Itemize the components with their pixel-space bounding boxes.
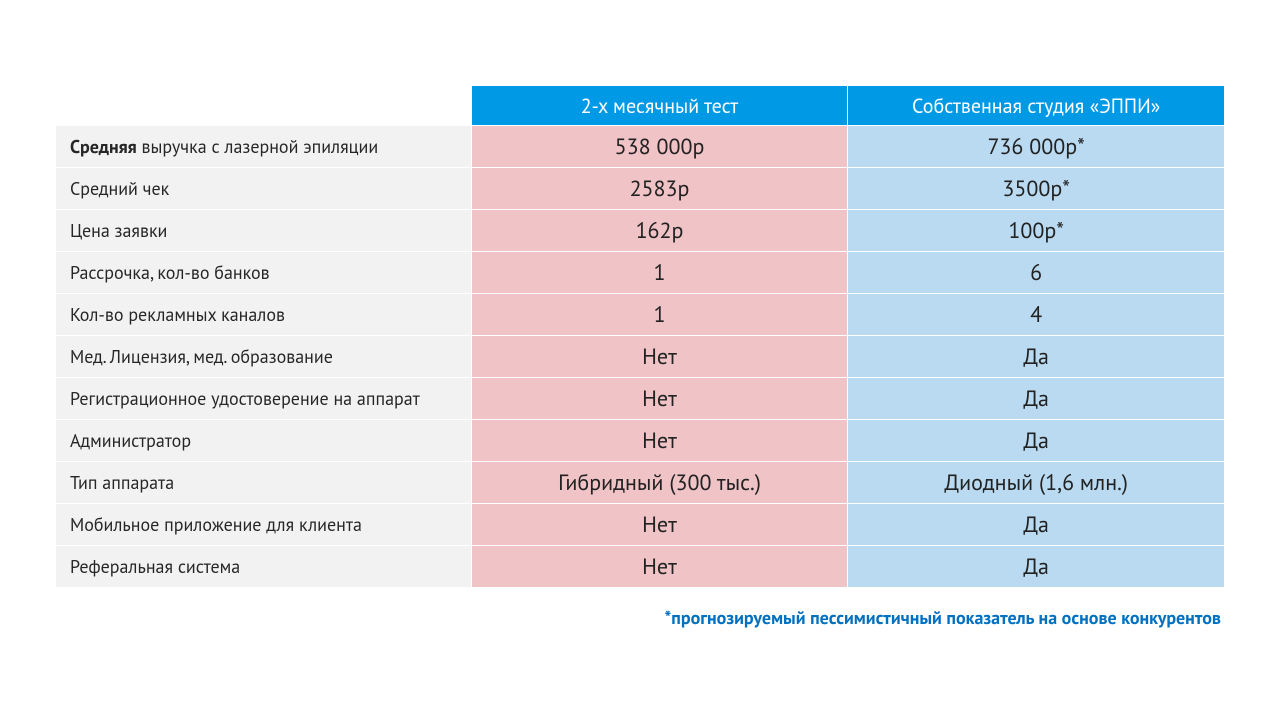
table-row: Средняя выручка с лазерной эпиляции538 0… (56, 126, 1225, 168)
footnote: *прогнозируемый пессимистичный показател… (55, 606, 1225, 629)
cell-col-a: Нет (471, 336, 848, 378)
row-label: Реферальная система (56, 546, 472, 588)
comparison-table: 2-х месячный тест Собственная студия «ЭП… (55, 85, 1225, 588)
table-row: Регистрационное удостоверение на аппарат… (56, 378, 1225, 420)
row-label: Средний чек (56, 168, 472, 210)
cell-col-b: Да (848, 420, 1225, 462)
header-col-b: Собственная студия «ЭППИ» (848, 86, 1225, 126)
table-row: Мобильное приложение для клиентаНетДа (56, 504, 1225, 546)
row-label: Кол-во рекламных каналов (56, 294, 472, 336)
table-row: Средний чек2583р3500р* (56, 168, 1225, 210)
row-label: Мобильное приложение для клиента (56, 504, 472, 546)
table-row: Реферальная системаНетДа (56, 546, 1225, 588)
cell-col-b: 736 000р* (848, 126, 1225, 168)
cell-col-b: Да (848, 504, 1225, 546)
cell-col-a: Нет (471, 504, 848, 546)
cell-col-b: 3500р* (848, 168, 1225, 210)
table-header-row: 2-х месячный тест Собственная студия «ЭП… (56, 86, 1225, 126)
row-label-bold: Средняя (70, 135, 137, 158)
row-label: Рассрочка, кол-во банков (56, 252, 472, 294)
cell-col-a: Нет (471, 378, 848, 420)
table-row: Рассрочка, кол-во банков16 (56, 252, 1225, 294)
table-row: Мед. Лицензия, мед. образованиеНетДа (56, 336, 1225, 378)
cell-col-b: Да (848, 546, 1225, 588)
cell-col-a: Нет (471, 420, 848, 462)
table-row: Тип аппаратаГибридный (300 тыс.)Диодный … (56, 462, 1225, 504)
cell-col-b: 6 (848, 252, 1225, 294)
cell-col-a: Гибридный (300 тыс.) (471, 462, 848, 504)
row-label-rest: выручка с лазерной эпиляции (137, 135, 378, 158)
cell-col-a: 2583р (471, 168, 848, 210)
cell-col-a: 162р (471, 210, 848, 252)
row-label: Администратор (56, 420, 472, 462)
row-label: Тип аппарата (56, 462, 472, 504)
cell-col-a: 1 (471, 252, 848, 294)
table-body: Средняя выручка с лазерной эпиляции538 0… (56, 126, 1225, 588)
table-row: АдминистраторНетДа (56, 420, 1225, 462)
row-label: Мед. Лицензия, мед. образование (56, 336, 472, 378)
row-label: Средняя выручка с лазерной эпиляции (56, 126, 472, 168)
row-label: Цена заявки (56, 210, 472, 252)
header-blank (56, 86, 472, 126)
cell-col-b: Да (848, 336, 1225, 378)
cell-col-a: 1 (471, 294, 848, 336)
table-row: Кол-во рекламных каналов14 (56, 294, 1225, 336)
cell-col-a: 538 000р (471, 126, 848, 168)
cell-col-b: Диодный (1,6 млн.) (848, 462, 1225, 504)
cell-col-b: 100р* (848, 210, 1225, 252)
cell-col-a: Нет (471, 546, 848, 588)
row-label: Регистрационное удостоверение на аппарат (56, 378, 472, 420)
cell-col-b: Да (848, 378, 1225, 420)
header-col-a: 2-х месячный тест (471, 86, 848, 126)
table-row: Цена заявки162р100р* (56, 210, 1225, 252)
cell-col-b: 4 (848, 294, 1225, 336)
